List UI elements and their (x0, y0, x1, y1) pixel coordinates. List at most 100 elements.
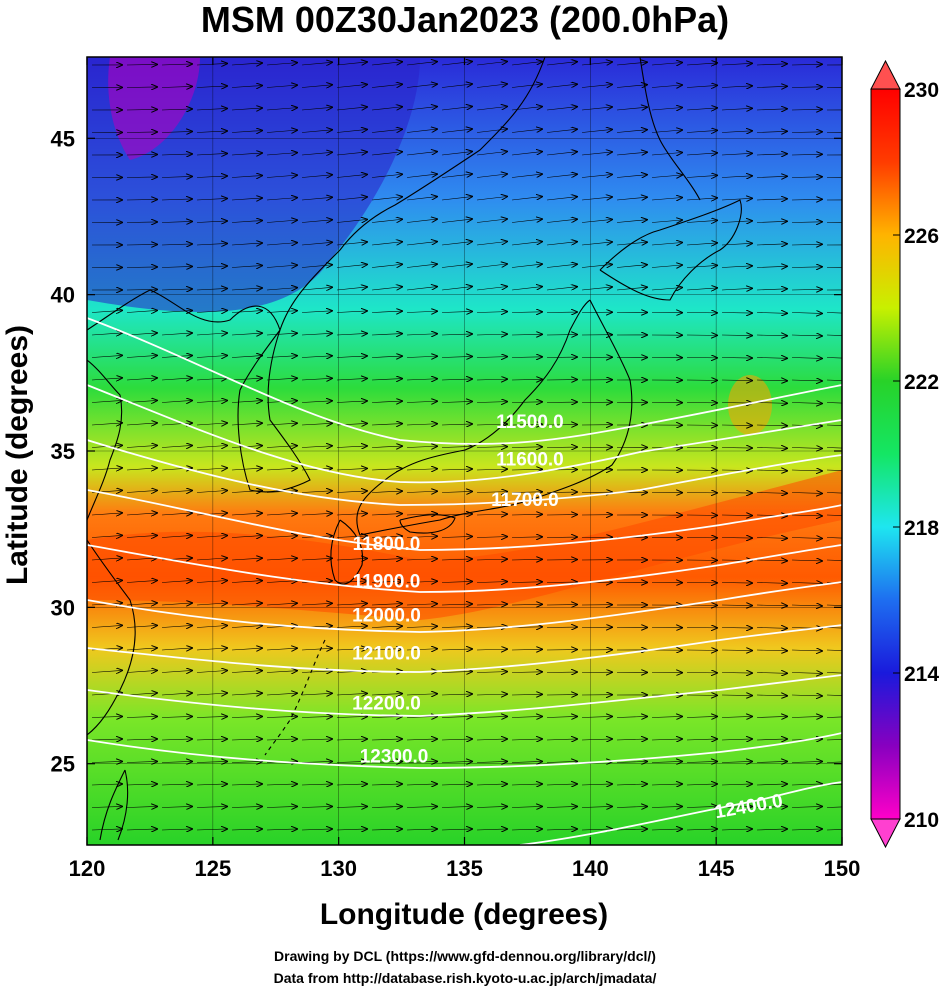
wind-vector (126, 355, 157, 357)
wind-vector (126, 132, 157, 133)
wind-vector (686, 63, 717, 65)
wind-vector (547, 851, 577, 852)
wind-vector (721, 673, 752, 674)
wind-vector (441, 129, 472, 133)
contour-label: 12000.0 (352, 606, 421, 627)
wind-vector (826, 447, 842, 449)
wind-vector (756, 266, 787, 267)
wind-vector (266, 311, 297, 313)
wind-vector (476, 312, 507, 313)
wind-vector (196, 491, 227, 493)
wind-vector (512, 851, 542, 852)
wind-vector (266, 378, 297, 380)
wind-vector (581, 62, 612, 65)
wind-vector (301, 220, 332, 223)
wind-vector (476, 62, 507, 66)
wind-vector (546, 806, 577, 807)
wind-vector (721, 739, 752, 740)
wind-vector (511, 447, 542, 448)
wind-vector (196, 333, 227, 335)
wind-vector (336, 536, 367, 538)
wind-vector (91, 400, 122, 402)
wind-vector (126, 739, 157, 740)
wind-vector (791, 87, 822, 88)
wind-vector (476, 514, 507, 515)
wind-vector (616, 739, 647, 740)
wind-vector (651, 829, 682, 830)
wind-vector (196, 761, 227, 762)
wind-vector (616, 85, 647, 88)
wind-vector (441, 219, 472, 223)
wind-vector (511, 492, 542, 493)
wind-vector (721, 358, 752, 359)
wind-vector (301, 761, 332, 762)
wind-vector (406, 174, 437, 178)
wind-vector (826, 402, 842, 404)
wind-vector (441, 761, 472, 762)
wind-vector (756, 673, 787, 674)
wind-vector (476, 379, 507, 380)
wind-vector (126, 310, 157, 312)
wind-vector (721, 403, 752, 404)
wind-vector (371, 219, 402, 222)
wind-vector (196, 739, 227, 740)
wind-vector (406, 626, 437, 627)
wind-vector (126, 378, 157, 380)
wind-vector (266, 265, 297, 267)
wind-vector (546, 197, 577, 200)
wind-vector (91, 761, 122, 762)
wind-vector (301, 311, 332, 313)
wind-vector (196, 671, 227, 673)
x-tick-label: 145 (698, 856, 735, 881)
wind-vector (687, 851, 717, 852)
wind-vector (126, 445, 157, 447)
wind-vector (826, 672, 842, 674)
wind-vector (791, 448, 822, 449)
wind-vector (266, 648, 297, 650)
wind-vector (791, 784, 822, 785)
wind-vector (266, 333, 297, 335)
wind-vector (476, 492, 507, 493)
wind-vector (161, 716, 192, 717)
wind-vector (301, 242, 332, 245)
wind-vector (91, 580, 122, 582)
wind-vector (756, 358, 787, 359)
wind-vector (756, 313, 787, 314)
wind-vector (336, 739, 367, 740)
wind-vector (371, 379, 402, 380)
wind-vector (581, 174, 612, 177)
wind-vector (196, 626, 227, 628)
wind-vector (756, 628, 787, 629)
wind-vector (791, 267, 822, 268)
wind-vector (791, 154, 822, 155)
wind-vector (161, 670, 192, 672)
wind-vector (196, 153, 227, 155)
wind-vector (266, 671, 297, 673)
y-axis-ticks: 25 30 35 40 45 (51, 126, 842, 777)
wind-vector (756, 806, 787, 807)
wind-vector (511, 264, 542, 268)
wind-vector (301, 829, 332, 830)
x-tick-label: 125 (194, 856, 231, 881)
wind-vector (791, 650, 822, 651)
x-tick-label: 130 (320, 856, 357, 881)
wind-vector (91, 670, 122, 672)
wind-vector (161, 625, 192, 627)
wind-vector (91, 829, 122, 830)
wind-vector (336, 829, 367, 830)
wind-vector (371, 536, 402, 537)
wind-vector (756, 739, 787, 740)
height-contour (87, 384, 842, 484)
wind-vector (721, 288, 752, 290)
wind-vector (826, 761, 842, 763)
wind-vector (126, 423, 157, 425)
wind-vector (441, 197, 472, 201)
wind-vector (476, 761, 507, 762)
wind-vector (231, 108, 262, 110)
wind-vector (721, 266, 752, 268)
wind-vector (336, 152, 367, 155)
wind-vector (301, 85, 332, 88)
wind-vector (791, 560, 822, 561)
wind-vector (581, 242, 612, 245)
wind-vector (161, 176, 192, 177)
